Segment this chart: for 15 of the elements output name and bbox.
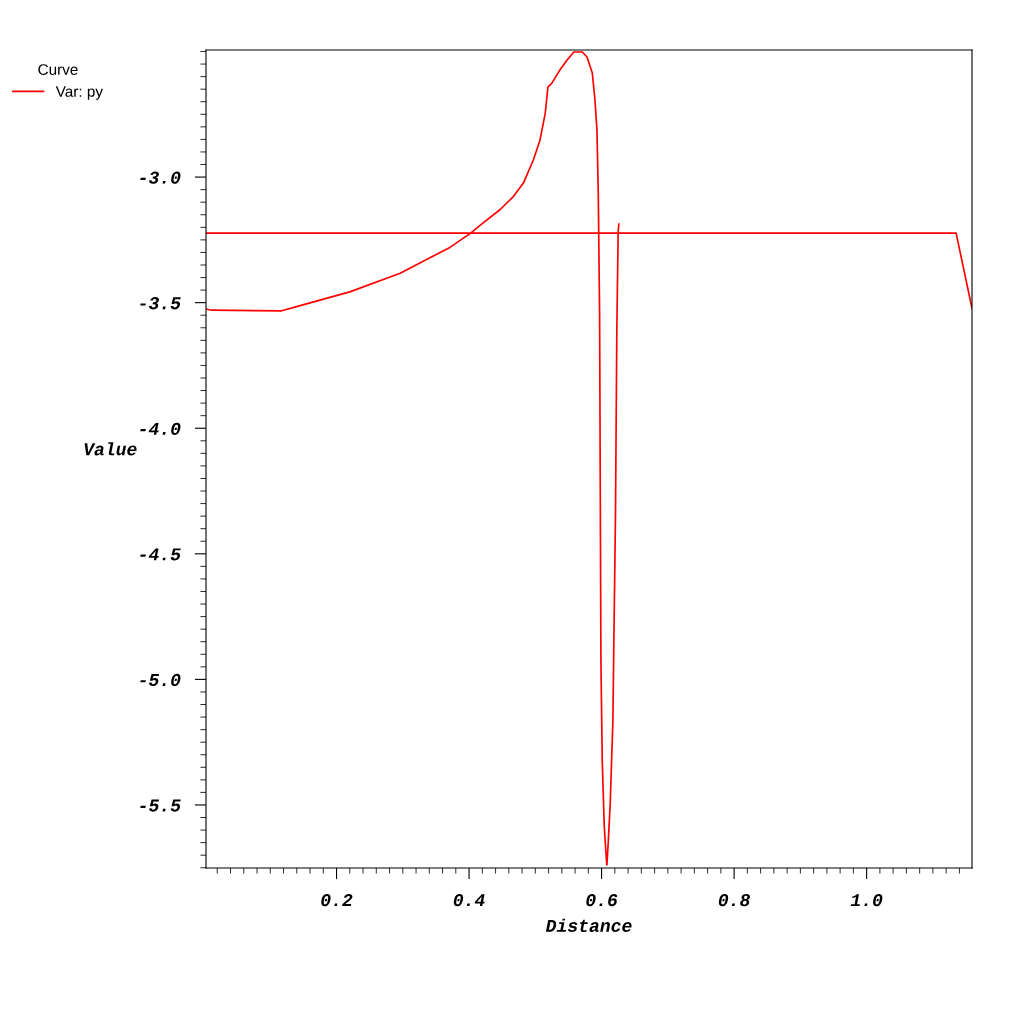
y-tick-label: -4.5 [140, 548, 181, 561]
y-tick-label: -3.0 [140, 171, 181, 184]
legend-label: Var: py [55, 86, 103, 100]
x-tick-label: 0.6 [586, 894, 618, 907]
x-axis-title: Distance [545, 918, 632, 932]
y-tick-label: -5.0 [140, 673, 181, 687]
y-tick-label: -4.0 [140, 422, 181, 435]
x-tick-label: 0.4 [453, 894, 485, 907]
y-tick-label: -5.5 [140, 799, 181, 812]
y-tick-label: -3.5 [140, 297, 181, 310]
x-tick-label: 1.0 [850, 894, 883, 907]
x-tick-label: 0.2 [321, 894, 353, 907]
y-axis-title: Value [84, 442, 137, 456]
legend-title: Curve [38, 64, 78, 75]
x-tick-label: 0.8 [718, 894, 750, 907]
